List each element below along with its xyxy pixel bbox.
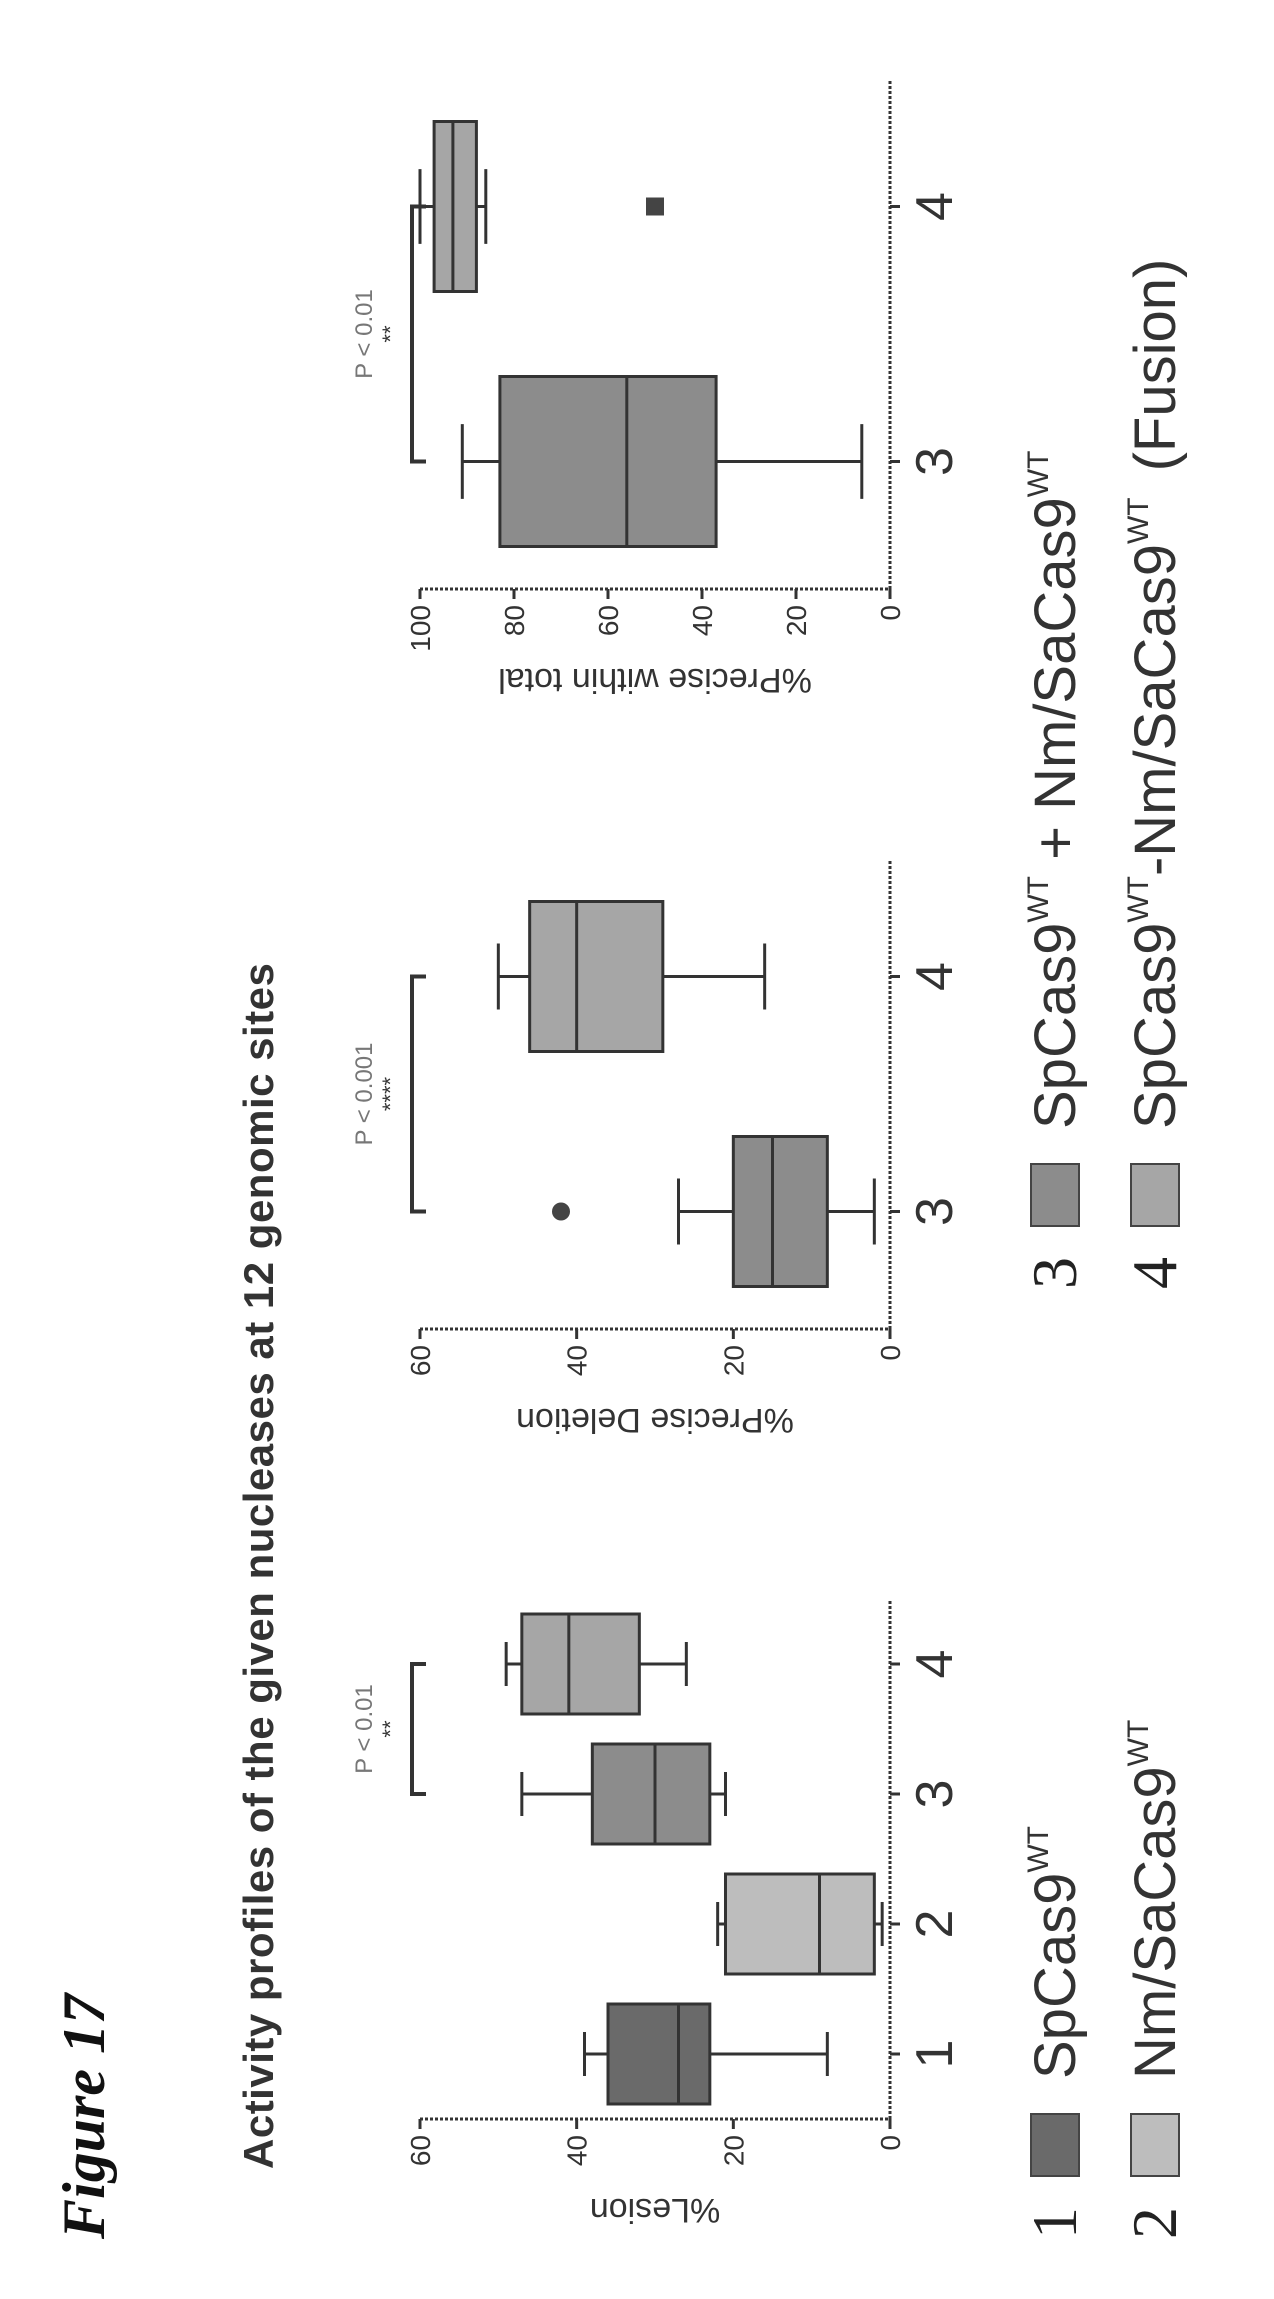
y-tick-label: 0: [875, 1345, 906, 1361]
y-tick-label: 80: [499, 605, 530, 636]
significance-bracket: [412, 1664, 426, 1794]
significance-label: P < 0.01: [351, 289, 378, 379]
legend-number: 1: [1018, 2189, 1092, 2239]
y-tick-label: 0: [875, 605, 906, 621]
legend-item-1: 1 SpCas9WT: [1010, 1826, 1100, 2239]
legend-number: 4: [1118, 1239, 1192, 1289]
significance-stars: **: [378, 1720, 403, 1738]
legend-suffix: (Fusion): [1122, 259, 1189, 472]
box-4: [530, 902, 663, 1052]
x-tick-label: 4: [906, 962, 964, 991]
legend-label: SpCas9WT + Nm/SaCas9WT: [1022, 451, 1089, 1129]
x-tick-label: 2: [906, 1910, 964, 1939]
box-4: [522, 1614, 640, 1714]
lesion-box-plot: %Lesion 0 20 40 60 1 2 3 4 **P < 0.01: [340, 1559, 980, 2239]
box-1: [608, 2004, 710, 2104]
box-3: [733, 1137, 827, 1287]
significance-label: P < 0.001: [351, 1043, 378, 1146]
x-tick-label: 3: [906, 1780, 964, 1809]
box-3: [592, 1744, 710, 1844]
box-4: [434, 122, 476, 292]
outlier-point: [646, 198, 664, 216]
y-tick-label: 40: [562, 2135, 593, 2166]
x-tick-label: 4: [906, 1650, 964, 1679]
figure-label: Figure 17: [50, 1994, 119, 2239]
box-2: [726, 1874, 875, 1974]
y-tick-label: 20: [718, 2135, 749, 2166]
y-axis-label: %Lesion: [590, 2191, 720, 2229]
significance-bracket: [412, 977, 426, 1212]
x-tick-label: 1: [906, 2040, 964, 2069]
y-tick-label: 20: [781, 605, 812, 636]
legend-number: 3: [1018, 1239, 1092, 1289]
legend-swatch-2: [1130, 2113, 1180, 2177]
box-3: [500, 377, 716, 547]
significance-stars: **: [378, 325, 403, 343]
y-axis-label: %Precise Deletion: [516, 1401, 794, 1439]
x-tick-label: 3: [906, 1197, 964, 1226]
legend-item-3: 3 SpCas9WT + Nm/SaCas9WT: [1010, 451, 1100, 1289]
y-tick-label: 40: [562, 1345, 593, 1376]
y-tick-label: 40: [687, 605, 718, 636]
y-tick-label: 60: [405, 2135, 436, 2166]
y-tick-label: 100: [405, 605, 436, 652]
precise-within-total-box-plot: %Precise within total 0 20 40 60 80 100 3 4 **P <…: [340, 39, 980, 719]
y-tick-label: 60: [593, 605, 624, 636]
x-tick-label: 4: [906, 192, 964, 221]
legend-label: Nm/SaCas9WT: [1122, 1720, 1189, 2079]
y-tick-label: 0: [875, 2135, 906, 2151]
legend-swatch-3: [1030, 1163, 1080, 1227]
legend-number: 2: [1118, 2189, 1192, 2239]
precise-deletion-box-plot: %Precise Deletion 0 20 40 60 3 4 ****P < 0.001: [340, 809, 980, 1449]
significance-stars: ****: [378, 1076, 403, 1111]
outlier-point: [552, 1203, 570, 1221]
legend-label: SpCas9WT-Nm/SaCas9WT: [1122, 497, 1189, 1129]
legend-swatch-4: [1130, 1163, 1180, 1227]
y-axis-label: %Precise within total: [498, 661, 812, 699]
significance-label: P < 0.01: [351, 1684, 378, 1774]
figure-title: Activity profiles of the given nucleases…: [235, 963, 283, 2169]
legend-item-4: 4 SpCas9WT-Nm/SaCas9WT (Fusion): [1110, 259, 1200, 1289]
x-tick-label: 3: [906, 447, 964, 476]
legend-item-2: 2 Nm/SaCas9WT: [1110, 1720, 1200, 2239]
significance-bracket: [412, 207, 426, 462]
legend-label: SpCas9WT: [1022, 1826, 1089, 2079]
y-tick-label: 20: [718, 1345, 749, 1376]
legend-swatch-1: [1030, 2113, 1080, 2177]
y-tick-label: 60: [405, 1345, 436, 1376]
